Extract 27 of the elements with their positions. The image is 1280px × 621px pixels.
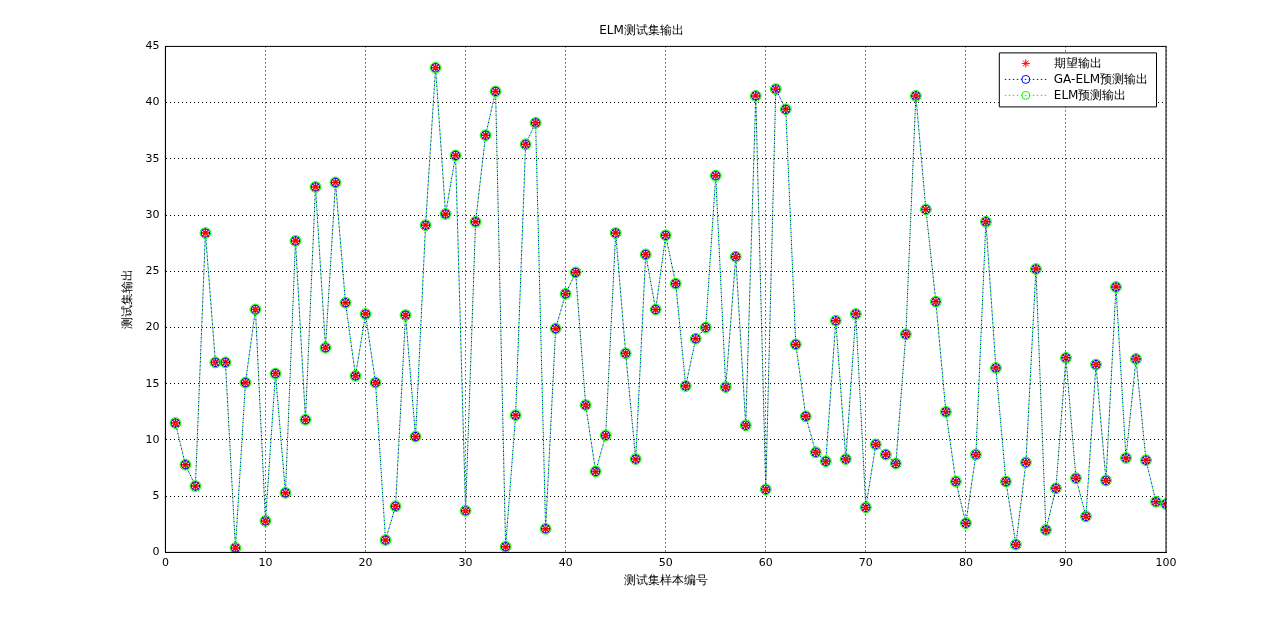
y-tick-label: 35	[145, 151, 160, 165]
x-tick-label: 50	[658, 555, 673, 569]
y-tick-label: 5	[152, 489, 160, 503]
x-tick-label: 80	[958, 555, 973, 569]
x-axis-title: 测试集样本编号	[623, 572, 708, 587]
chart-title: ELM测试集输出	[599, 23, 684, 38]
x-tick-label: 0	[161, 555, 169, 569]
x-tick-label: 30	[458, 555, 473, 569]
legend-label: 期望输出	[1053, 55, 1102, 70]
x-tick-label: 60	[758, 555, 773, 569]
y-tick-label: 25	[145, 264, 160, 278]
y-tick-label: 0	[152, 545, 160, 559]
y-tick-label: 45	[145, 39, 160, 53]
x-tick-label: 100	[1155, 555, 1177, 569]
x-tick-label: 10	[258, 555, 273, 569]
x-tick-label: 90	[1058, 555, 1073, 569]
y-tick-label: 20	[145, 320, 160, 334]
y-tick-label: 10	[145, 432, 160, 446]
legend-label: GA-ELM预测输出	[1053, 71, 1149, 86]
y-tick-label: 30	[145, 207, 160, 221]
y-tick-label: 15	[145, 376, 160, 390]
y-axis-title: 测试集输出	[120, 269, 135, 330]
x-tick-label: 20	[358, 555, 373, 569]
x-tick-label: 70	[858, 555, 873, 569]
x-tick-label: 40	[558, 555, 573, 569]
y-tick-label: 40	[145, 95, 160, 109]
legend-label: ELM预测输出	[1053, 87, 1127, 102]
